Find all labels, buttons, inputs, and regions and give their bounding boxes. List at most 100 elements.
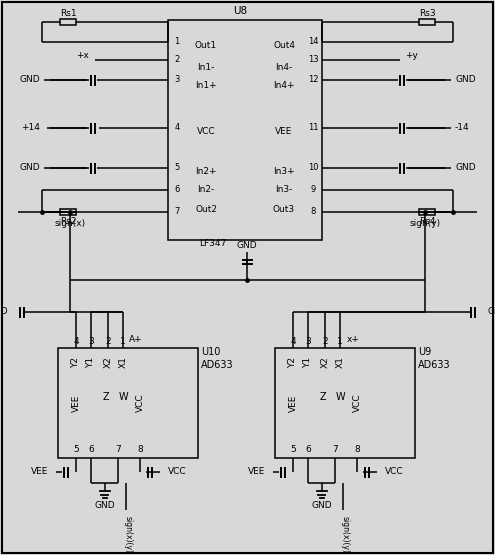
Text: 11: 11 xyxy=(308,124,318,133)
Text: In1-: In1- xyxy=(198,63,215,72)
Text: W: W xyxy=(118,392,128,402)
Text: 5: 5 xyxy=(73,445,79,453)
Text: 7: 7 xyxy=(115,445,121,453)
Text: 1: 1 xyxy=(120,336,126,346)
Text: X1: X1 xyxy=(336,356,345,368)
Text: +y: +y xyxy=(405,51,418,59)
Text: 2: 2 xyxy=(105,336,111,346)
Text: X2: X2 xyxy=(103,356,112,368)
Text: 2: 2 xyxy=(322,336,328,346)
Text: X2: X2 xyxy=(320,356,330,368)
Text: 6: 6 xyxy=(305,445,311,453)
Text: Out2: Out2 xyxy=(195,205,217,214)
Text: Y1: Y1 xyxy=(87,356,96,367)
Text: GND: GND xyxy=(311,501,332,509)
Text: VCC: VCC xyxy=(385,467,403,477)
Text: VCC: VCC xyxy=(136,393,145,412)
Bar xyxy=(275,348,415,458)
Text: GND: GND xyxy=(19,164,40,173)
Bar xyxy=(58,348,198,458)
Text: AD633: AD633 xyxy=(418,360,450,370)
Text: In3-: In3- xyxy=(275,185,293,194)
Text: LF347: LF347 xyxy=(199,240,227,249)
Text: +14: +14 xyxy=(21,124,40,133)
Text: Z: Z xyxy=(102,392,109,402)
Text: VEE: VEE xyxy=(71,394,81,412)
Text: X1: X1 xyxy=(118,356,128,368)
Text: -14: -14 xyxy=(455,124,470,133)
Text: Out4: Out4 xyxy=(273,41,295,49)
Text: 4: 4 xyxy=(290,336,296,346)
Text: GND: GND xyxy=(487,307,495,316)
Text: W: W xyxy=(335,392,345,402)
Text: 5: 5 xyxy=(290,445,296,453)
Text: Rs3: Rs3 xyxy=(419,8,435,18)
Text: sign(x)(y): sign(x)(y) xyxy=(341,516,349,553)
Text: GND: GND xyxy=(94,501,115,509)
Text: Rs1: Rs1 xyxy=(60,8,76,18)
Text: U8: U8 xyxy=(233,6,247,16)
Text: Z: Z xyxy=(320,392,326,402)
Text: Y2: Y2 xyxy=(289,356,297,367)
Text: U9: U9 xyxy=(418,347,431,357)
Text: 3: 3 xyxy=(88,336,94,346)
Bar xyxy=(60,19,76,25)
Text: GND: GND xyxy=(237,240,257,250)
Text: VEE: VEE xyxy=(31,467,48,477)
Text: In3+: In3+ xyxy=(273,168,295,176)
Text: 7: 7 xyxy=(332,445,338,453)
Text: 13: 13 xyxy=(308,56,318,64)
Text: In4+: In4+ xyxy=(273,80,295,89)
Text: 12: 12 xyxy=(308,75,318,84)
Text: 4: 4 xyxy=(73,336,79,346)
Text: VEE: VEE xyxy=(248,467,265,477)
Text: 8: 8 xyxy=(354,445,360,453)
Text: Out3: Out3 xyxy=(273,205,295,214)
Text: Rs4: Rs4 xyxy=(419,218,435,226)
Text: VEE: VEE xyxy=(275,128,293,137)
Text: 3: 3 xyxy=(305,336,311,346)
Text: 4: 4 xyxy=(174,124,180,133)
Text: 6: 6 xyxy=(88,445,94,453)
Text: U10: U10 xyxy=(201,347,220,357)
Text: VCC: VCC xyxy=(197,128,215,137)
Text: Y1: Y1 xyxy=(303,356,312,367)
Text: sign(x)(y): sign(x)(y) xyxy=(123,516,133,553)
Text: 7: 7 xyxy=(174,208,180,216)
Text: VEE: VEE xyxy=(289,394,297,412)
Text: GND: GND xyxy=(455,75,476,84)
Text: 1: 1 xyxy=(174,38,180,47)
Text: GND: GND xyxy=(455,164,476,173)
Text: sign(y): sign(y) xyxy=(409,219,441,228)
Bar xyxy=(60,209,76,215)
Text: A+: A+ xyxy=(129,336,143,345)
Text: 2: 2 xyxy=(174,56,180,64)
Text: 6: 6 xyxy=(174,185,180,194)
Text: sign(x): sign(x) xyxy=(54,219,86,228)
Text: GND: GND xyxy=(0,307,8,316)
Text: x+: x+ xyxy=(346,336,359,345)
Text: 8: 8 xyxy=(310,208,316,216)
Text: Rs2: Rs2 xyxy=(60,218,76,226)
Text: 8: 8 xyxy=(137,445,143,453)
Bar xyxy=(419,19,435,25)
Text: 10: 10 xyxy=(308,164,318,173)
Text: 1: 1 xyxy=(337,336,343,346)
Text: 5: 5 xyxy=(174,164,180,173)
Text: In2-: In2- xyxy=(198,185,215,194)
Text: 3: 3 xyxy=(174,75,180,84)
Text: Out1: Out1 xyxy=(195,41,217,49)
Text: +x: +x xyxy=(77,51,90,59)
Bar xyxy=(168,20,322,240)
Text: VCC: VCC xyxy=(168,467,187,477)
Text: GND: GND xyxy=(19,75,40,84)
Text: In2+: In2+ xyxy=(195,168,217,176)
Text: In1+: In1+ xyxy=(195,80,217,89)
Text: Y2: Y2 xyxy=(71,356,81,367)
Text: In4-: In4- xyxy=(275,63,293,72)
Bar xyxy=(419,209,435,215)
Text: 14: 14 xyxy=(308,38,318,47)
Text: 9: 9 xyxy=(310,185,316,194)
Text: AD633: AD633 xyxy=(201,360,234,370)
Text: VCC: VCC xyxy=(352,393,361,412)
